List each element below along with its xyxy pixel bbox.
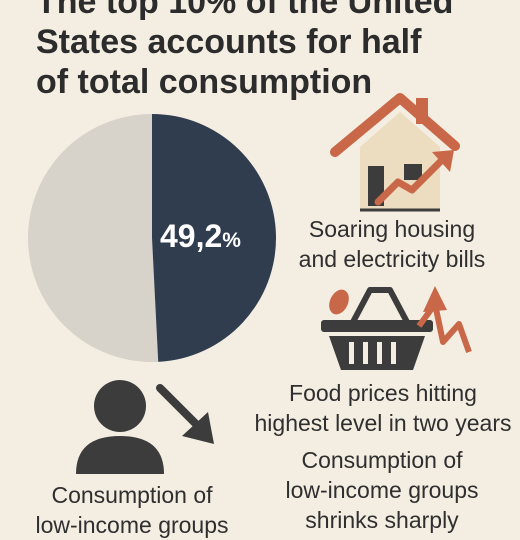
title-line-2: States accounts for half [36, 23, 422, 61]
house-rising-arrow-icon [330, 93, 460, 212]
low-income-caption-line-2: low-income groups [35, 512, 229, 538]
person-icon [76, 380, 164, 474]
pie-percentage-value: 49,2 [160, 218, 223, 254]
low-income-caption-line-1: Consumption of [51, 482, 213, 508]
consumption-shrinks-caption: Consumption of low-income groups shrinks… [272, 445, 492, 535]
pie-slice-rest [27, 114, 159, 362]
food-prices-caption: Food prices hitting highest level in two… [248, 378, 518, 438]
consumption-caption-line-2: low-income groups [285, 477, 479, 503]
pie-percentage-label: 49,2% [160, 216, 241, 261]
consumption-caption-line-3: shrinks sharply [305, 507, 459, 533]
housing-caption: Soaring housing and electricity bills [286, 214, 498, 274]
consumption-caption-line-1: Consumption of [301, 447, 463, 473]
title-line-1: The top 10% of the United [36, 0, 454, 21]
housing-caption-line-1: Soaring housing [308, 216, 476, 242]
low-income-caption: Consumption of low-income groups [20, 480, 244, 540]
pie-percentage-unit: % [222, 229, 241, 252]
page-title: The top 10% of the United States account… [36, 0, 506, 102]
food-caption-line-2: highest level in two years [254, 410, 512, 436]
food-caption-line-1: Food prices hitting [289, 380, 477, 406]
pie-slice-top-ten-percent [152, 114, 276, 362]
down-arrow-icon [156, 384, 214, 444]
shopping-basket-icon [321, 286, 472, 370]
consumption-pie-chart [27, 114, 276, 362]
title-line-3: of total consumption [36, 63, 373, 101]
housing-caption-line-2: and electricity bills [298, 246, 486, 272]
